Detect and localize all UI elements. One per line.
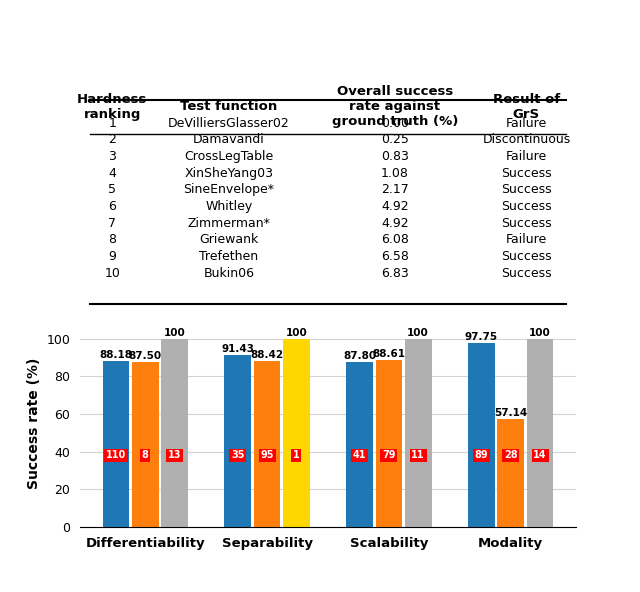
Text: 41: 41 [353,451,367,461]
Bar [253,361,280,527]
Bar [376,361,403,527]
Bar [283,339,310,527]
Text: 57.14: 57.14 [494,408,527,419]
Text: 8: 8 [142,451,148,461]
Text: 11: 11 [412,451,425,461]
Text: 91.43: 91.43 [221,344,254,354]
Text: 88.42: 88.42 [250,350,284,360]
Bar [527,339,554,527]
Text: 88.61: 88.61 [372,349,405,359]
Text: 100: 100 [529,328,551,338]
Text: 13: 13 [168,451,181,461]
Text: 28: 28 [504,451,518,461]
Bar [161,339,188,527]
Text: 95: 95 [260,451,274,461]
Text: 87.80: 87.80 [343,351,376,361]
Bar [346,362,373,527]
Text: 88.18: 88.18 [99,350,132,360]
Text: 35: 35 [231,451,244,461]
Bar [132,362,159,527]
Bar [468,343,495,527]
Text: 14: 14 [533,451,547,461]
Text: 97.75: 97.75 [465,332,498,342]
Text: 1: 1 [293,451,300,461]
Bar [497,420,524,527]
Text: 100: 100 [164,328,186,338]
Text: 100: 100 [407,328,429,338]
Text: 100: 100 [285,328,307,338]
Bar [102,361,129,527]
Y-axis label: Success rate (%): Success rate (%) [27,358,41,489]
Bar [404,339,431,527]
Text: 79: 79 [382,451,396,461]
Bar [225,355,252,527]
Text: 110: 110 [106,451,126,461]
Text: 89: 89 [475,451,488,461]
Text: 87.50: 87.50 [129,352,162,361]
